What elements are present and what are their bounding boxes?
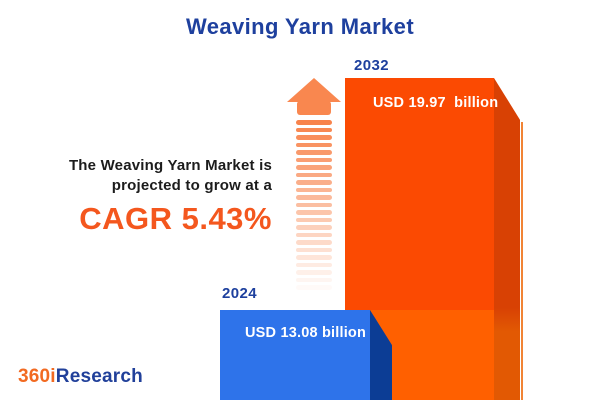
- brand-logo-suffix: Research: [55, 366, 143, 387]
- bar-2024-face: [220, 310, 370, 400]
- arrow-stripes: [285, 78, 345, 298]
- bar-2032-year-label: 2032: [354, 57, 389, 74]
- growth-arrow-icon: [285, 78, 345, 298]
- annotation-line-2: projected to grow at a: [111, 177, 272, 194]
- page-title: Weaving Yarn Market: [185, 14, 415, 39]
- arrow-head-icon: [287, 78, 341, 102]
- bar-2032-edge-line: [520, 122, 523, 400]
- bar-2032-side: [494, 78, 520, 400]
- brand-logo-prefix: 360i: [18, 366, 56, 387]
- bar-2024-value-label: USD 13.08 billion: [245, 325, 367, 341]
- brand-logo: 360iResearch: [18, 366, 143, 388]
- annotation-line-1: The Weaving Yarn Market is: [68, 157, 272, 174]
- cagr-value: CAGR 5.43%: [79, 201, 272, 236]
- annotation-block: The Weaving Yarn Market is projected to …: [69, 156, 272, 237]
- bar-2024-year-label: 2024: [222, 285, 257, 302]
- arrow-neck: [297, 101, 331, 115]
- bar-2032-value-label: USD 19.97 billion: [373, 95, 499, 111]
